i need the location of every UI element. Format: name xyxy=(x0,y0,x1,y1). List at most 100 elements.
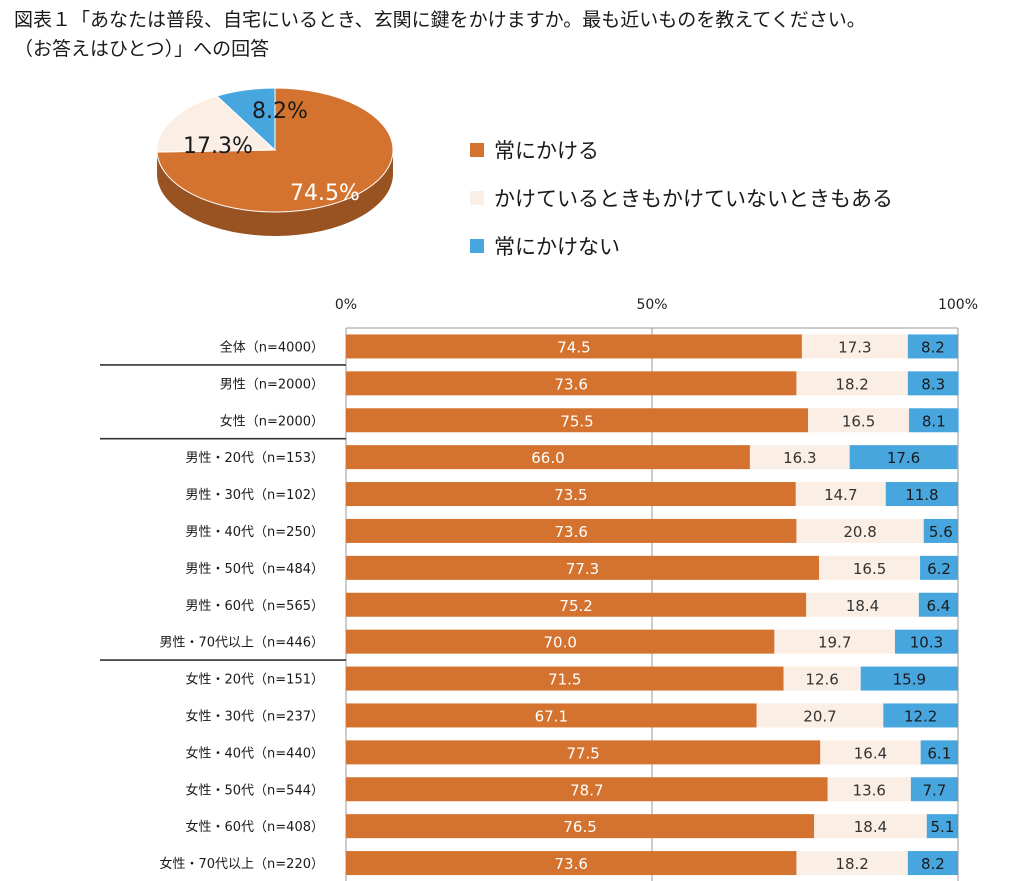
bar-segment-r4-s2 xyxy=(885,482,958,507)
legend-item-always: 常にかける xyxy=(470,126,893,174)
bar-segment-r12-s1 xyxy=(827,777,911,802)
bar-segment-r8-s1 xyxy=(774,629,895,654)
bar-segment-r13-s0 xyxy=(346,814,815,839)
bar-value-label-r2-s0: 75.5 xyxy=(560,412,593,430)
bar-segment-r2-s0 xyxy=(346,408,809,433)
bar-segment-r6-s2 xyxy=(920,555,958,580)
bar-value-label-r5-s0: 73.6 xyxy=(555,523,588,541)
bar-segment-r9-s1 xyxy=(783,666,861,691)
category-label-4: 男性・30代（n=102） xyxy=(186,488,325,503)
bar-value-label-r3-s0: 66.0 xyxy=(531,449,564,467)
category-label-13: 女性・60代（n=408） xyxy=(186,819,325,835)
bar-value-label-r4-s0: 73.5 xyxy=(554,486,587,504)
category-label-12: 女性・50代（n=544） xyxy=(186,782,325,798)
category-label-8: 男性・70代以上（n=446） xyxy=(160,636,325,651)
bar-segment-r4-s1 xyxy=(795,482,886,507)
bar-value-label-r7-s2: 6.4 xyxy=(926,597,950,615)
bar-segment-r11-s1 xyxy=(820,740,921,765)
bar-segment-r12-s2 xyxy=(910,777,958,802)
legend-label-sometimes: かけているときもかけていないときもある xyxy=(494,187,893,211)
bar-segment-r5-s0 xyxy=(346,518,797,543)
bar-value-label-r7-s1: 18.4 xyxy=(846,597,879,615)
category-label-1: 男性（n=2000） xyxy=(220,377,324,392)
legend-label-never: 常にかけない xyxy=(494,235,620,259)
bar-value-label-r3-s1: 16.3 xyxy=(783,449,816,467)
category-label-7: 男性・60代（n=565） xyxy=(186,599,325,614)
bar-segment-r13-s2 xyxy=(926,814,958,839)
category-label-3: 男性・20代（n=153） xyxy=(186,451,325,466)
bar-value-label-r1-s0: 73.6 xyxy=(555,375,588,393)
bar-value-label-r9-s1: 12.6 xyxy=(805,671,838,689)
chart-title-line-2: （お答えはひとつ）」への回答 xyxy=(14,38,270,60)
bar-segment-r1-s1 xyxy=(796,371,908,396)
bar-segment-r2-s2 xyxy=(909,408,959,433)
bar-value-label-r4-s2: 11.8 xyxy=(905,486,938,504)
legend-item-never: 常にかけない xyxy=(470,222,893,270)
bar-segment-r8-s2 xyxy=(894,629,958,654)
bar-segment-r7-s2 xyxy=(918,592,958,617)
bar-value-label-r12-s2: 7.7 xyxy=(923,781,947,799)
category-label-10: 女性・30代（n=237） xyxy=(186,708,325,724)
bar-segment-r10-s2 xyxy=(883,703,958,728)
bar-value-label-r11-s2: 6.1 xyxy=(927,744,951,762)
bar-value-label-r3-s2: 17.6 xyxy=(887,449,920,467)
legend-label-always: 常にかける xyxy=(494,139,599,163)
bar-value-label-r14-s0: 73.6 xyxy=(555,855,588,873)
bar-value-label-r6-s2: 6.2 xyxy=(927,560,951,578)
bar-value-label-r0-s2: 8.2 xyxy=(921,338,945,356)
bar-value-label-r8-s1: 19.7 xyxy=(818,634,851,652)
bar-value-label-r7-s0: 75.2 xyxy=(559,597,592,615)
category-label-6: 男性・50代（n=484） xyxy=(186,562,325,577)
legend-swatch-sometimes xyxy=(470,191,484,205)
bar-value-label-r14-s1: 18.2 xyxy=(835,855,868,873)
bar-value-label-r13-s0: 76.5 xyxy=(563,818,596,836)
category-label-2: 女性（n=2000） xyxy=(220,413,324,429)
bar-value-label-r13-s1: 18.4 xyxy=(854,818,887,836)
bar-segment-r10-s0 xyxy=(346,703,757,728)
x-tick-label-0: 0% xyxy=(335,297,357,313)
bar-value-label-r11-s1: 16.4 xyxy=(854,744,887,762)
x-tick-label-2: 100% xyxy=(938,297,978,313)
bar-segment-r0-s2 xyxy=(907,334,958,359)
bar-segment-r2-s1 xyxy=(808,408,910,433)
bar-value-label-r4-s1: 14.7 xyxy=(824,486,857,504)
bar-segment-r7-s0 xyxy=(346,592,807,617)
bar-value-label-r10-s2: 12.2 xyxy=(904,707,937,725)
bar-segment-r4-s0 xyxy=(346,482,796,507)
bar-value-label-r5-s2: 5.6 xyxy=(929,523,953,541)
bar-value-label-r6-s1: 16.5 xyxy=(853,560,886,578)
bar-value-label-r10-s0: 67.1 xyxy=(535,707,568,725)
bar-value-label-r13-s2: 5.1 xyxy=(930,818,954,836)
bar-value-label-r12-s1: 13.6 xyxy=(853,781,886,799)
bar-value-label-r2-s2: 8.1 xyxy=(922,412,946,430)
bar-segment-r0-s1 xyxy=(801,334,908,359)
chart-title: 図表１「あなたは普段、自宅にいるとき、玄関に鍵をかけますか。最も近いものを教えて… xyxy=(14,6,1014,64)
bar-segment-r6-s1 xyxy=(819,555,921,580)
bar-segment-r3-s0 xyxy=(346,445,750,470)
bar-segment-r3-s2 xyxy=(849,445,958,470)
bar-segment-r8-s0 xyxy=(346,629,775,654)
category-label-5: 男性・40代（n=250） xyxy=(186,525,325,540)
bar-segment-r10-s1 xyxy=(756,703,884,728)
bar-segment-r5-s2 xyxy=(923,518,958,543)
bar-segment-r1-s2 xyxy=(907,371,959,396)
bar-value-label-r0-s1: 17.3 xyxy=(838,338,871,356)
bar-value-label-r14-s2: 8.2 xyxy=(921,855,945,873)
bar-value-label-r0-s0: 74.5 xyxy=(557,338,590,356)
category-label-9: 女性・20代（n=151） xyxy=(186,672,325,688)
bar-segment-r9-s0 xyxy=(346,666,784,691)
bar-segment-r11-s2 xyxy=(920,740,958,765)
bar-value-label-r11-s0: 77.5 xyxy=(566,744,599,762)
bar-segment-r7-s1 xyxy=(806,592,919,617)
bar-value-label-r10-s1: 20.7 xyxy=(803,707,836,725)
bar-value-label-r1-s1: 18.2 xyxy=(835,375,868,393)
category-label-11: 女性・40代（n=440） xyxy=(186,745,325,761)
bar-segment-r14-s0 xyxy=(346,851,797,876)
bar-segment-r5-s1 xyxy=(796,518,924,543)
category-label-0: 全体（n=4000） xyxy=(220,339,324,355)
bar-value-label-r9-s2: 15.9 xyxy=(893,671,926,689)
bar-segment-r13-s1 xyxy=(814,814,927,839)
bar-value-label-r5-s1: 20.8 xyxy=(843,523,876,541)
legend-item-sometimes: かけているときもかけていないときもある xyxy=(470,174,893,222)
category-label-14: 女性・70代以上（n=220） xyxy=(160,856,325,872)
